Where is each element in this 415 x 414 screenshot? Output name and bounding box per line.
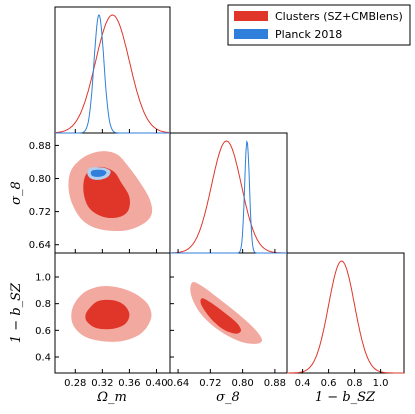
y-tick-label-sigma_8: 0.88 xyxy=(29,141,51,152)
x-tick-label-one_minus_bsz: 0.6 xyxy=(321,378,337,389)
marginal-curve-clusters-one_minus_bsz xyxy=(287,260,404,374)
x-tick-label-omega_m: 0.40 xyxy=(145,378,167,389)
x-axis-label-omega-m: Ω_m xyxy=(96,390,127,405)
x-tick-label-one_minus_bsz: 1.0 xyxy=(373,378,389,389)
contour-clusters-omega_m-one_minus_bsz-68 xyxy=(85,299,130,330)
x-axis-label-sigma-8: σ_8 xyxy=(216,390,240,405)
x-tick-label-one_minus_bsz: 0.4 xyxy=(295,378,311,389)
legend-swatch-planck xyxy=(234,29,268,39)
y-axis-label-sigma-8: σ_8 xyxy=(9,181,24,205)
contour-layer xyxy=(68,151,263,344)
y-tick-label-one_minus_bsz: 0.4 xyxy=(35,353,51,364)
panel-omega-m-marginal xyxy=(54,6,171,134)
legend-swatch-clusters xyxy=(234,11,268,21)
y-tick-label-sigma_8: 0.80 xyxy=(29,174,51,185)
contour-clusters-sigma_8-one_minus_bsz-68 xyxy=(200,298,241,334)
x-tick-label-sigma_8: 0.88 xyxy=(264,378,286,389)
legend: Clusters (SZ+CMBlens) Planck 2018 xyxy=(227,4,411,46)
marginal-curve-planck-sigma_8 xyxy=(170,140,287,254)
marginal-curve-layer xyxy=(55,14,404,374)
y-tick-label-sigma_8: 0.64 xyxy=(29,240,51,251)
panel-sigma8-marginal xyxy=(169,132,288,254)
y-tick-label-sigma_8: 0.72 xyxy=(29,207,51,218)
x-tick-label-one_minus_bsz: 0.8 xyxy=(347,378,363,389)
x-tick-label-omega_m: 0.36 xyxy=(118,378,140,389)
legend-label-clusters: Clusters (SZ+CMBlens) xyxy=(275,10,403,23)
contour-planck-omega_m-sigma_8-68 xyxy=(90,169,107,177)
marginal-curve-clusters-omega_m xyxy=(55,14,170,134)
x-tick-label-sigma_8: 0.72 xyxy=(199,378,221,389)
x-tick-label-omega_m: 0.32 xyxy=(91,378,113,389)
y-tick-label-one_minus_bsz: 1.0 xyxy=(35,273,51,284)
y-tick-label-one_minus_bsz: 0.8 xyxy=(35,299,51,310)
x-tick-label-sigma_8: 0.64 xyxy=(167,378,189,389)
y-axis-label-bsz: 1 − b_SZ xyxy=(9,282,24,343)
x-axis-label-bsz: 1 − b_SZ xyxy=(315,390,376,405)
legend-label-planck: Planck 2018 xyxy=(275,28,342,41)
x-tick-label-omega_m: 0.28 xyxy=(64,378,86,389)
panel-bsz-marginal xyxy=(286,252,405,374)
x-tick-label-sigma_8: 0.80 xyxy=(231,378,253,389)
tick-layer: 0.28 0.32 0.36 0.40 0.64 0.72 0.80 0.88 0.4 0.6 0.… xyxy=(29,129,389,389)
contour-clusters-sigma_8-one_minus_bsz-95 xyxy=(190,282,263,344)
marginal-curve-planck-omega_m xyxy=(55,14,170,134)
marginal-curve-clusters-sigma_8 xyxy=(170,140,287,254)
y-tick-label-one_minus_bsz: 0.6 xyxy=(35,326,51,337)
